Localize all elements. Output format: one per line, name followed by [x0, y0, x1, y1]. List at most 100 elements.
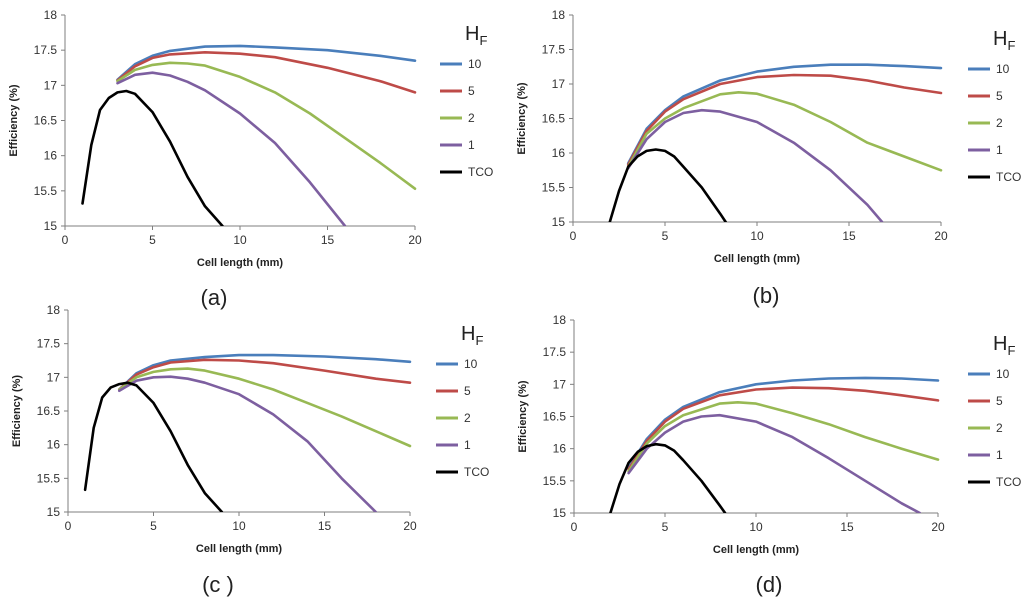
series-line-2	[626, 91, 943, 172]
y-axis-title: Efficiency (%)	[517, 380, 529, 452]
series-line-tco	[608, 148, 727, 222]
y-tick-label: 15	[552, 215, 566, 229]
legend-label-1: 1	[468, 138, 475, 152]
series-line-5	[118, 358, 412, 391]
x-tick-label: 20	[408, 233, 422, 247]
y-tick-label: 15.5	[37, 471, 61, 485]
panel-caption: (c )	[202, 572, 234, 597]
x-tick-label: 20	[931, 520, 945, 534]
legend-label-5: 5	[996, 394, 1003, 408]
legend-label-tco: TCO	[996, 170, 1021, 184]
y-tick-label: 15	[553, 506, 567, 520]
series-line-tco	[81, 89, 224, 226]
y-tick-label: 16.5	[37, 404, 61, 418]
legend-title: HF	[461, 323, 483, 348]
series-line-tco	[83, 381, 224, 512]
series-line-5	[116, 51, 417, 94]
y-tick-label: 18	[553, 313, 567, 327]
y-tick-label: 15	[47, 505, 61, 519]
y-tick-label: 17.5	[37, 337, 61, 351]
legend-label-tco: TCO	[468, 165, 493, 179]
legend-label-1: 1	[464, 438, 471, 452]
y-tick-label: 15.5	[543, 474, 567, 488]
x-axis-title: Cell length (mm)	[713, 544, 800, 556]
panel-caption: (b)	[753, 283, 780, 308]
legend-label-5: 5	[464, 384, 471, 398]
x-tick-label: 0	[65, 519, 72, 533]
y-axis-title: Efficiency (%)	[8, 84, 20, 156]
y-tick-label: 17	[553, 377, 567, 391]
legend-label-5: 5	[996, 89, 1003, 103]
x-tick-label: 10	[232, 519, 246, 533]
y-tick-label: 15	[44, 219, 58, 233]
x-tick-label: 5	[150, 519, 157, 533]
legend: HF 10 5 2 1 TCO	[440, 23, 493, 179]
y-tick-label: 15.5	[34, 184, 58, 198]
series-line-10	[118, 353, 412, 391]
x-tick-label: 0	[570, 229, 577, 243]
series-line-5	[626, 73, 943, 166]
y-tick-label: 16.5	[542, 112, 566, 126]
legend-label-10: 10	[996, 367, 1010, 381]
y-tick-label: 16	[47, 438, 61, 452]
y-tick-label: 17	[47, 370, 61, 384]
legend-label-10: 10	[996, 62, 1010, 76]
series-line-5	[627, 386, 940, 471]
legend: HF 10 5 2 1 TCO	[968, 333, 1021, 489]
y-tick-label: 17.5	[543, 345, 567, 359]
y-tick-label: 15.5	[542, 181, 566, 195]
y-tick-label: 18	[44, 8, 58, 22]
x-axis-title: Cell length (mm)	[714, 253, 801, 265]
y-tick-label: 17	[44, 78, 58, 92]
legend-title: HF	[993, 28, 1015, 53]
series-line-tco	[609, 442, 727, 513]
series-line-1	[627, 413, 922, 513]
x-axis-title: Cell length (mm)	[196, 543, 283, 555]
x-tick-label: 5	[662, 520, 669, 534]
x-axis-title: Cell length (mm)	[197, 257, 284, 269]
series-line-1	[116, 71, 347, 226]
legend-label-5: 5	[468, 84, 475, 98]
y-tick-label: 17	[552, 77, 566, 91]
y-tick-label: 16.5	[543, 410, 567, 424]
series-line-2	[627, 401, 940, 473]
y-axis-title: Efficiency (%)	[11, 375, 23, 447]
y-axis-title: Efficiency (%)	[516, 82, 528, 154]
series-line-1	[626, 108, 884, 222]
panel-caption: (d)	[756, 572, 783, 597]
legend-title: HF	[465, 23, 487, 48]
x-tick-label: 15	[842, 229, 856, 243]
x-tick-label: 20	[934, 229, 948, 243]
legend-label-2: 2	[468, 111, 475, 125]
legend-label-10: 10	[464, 357, 478, 371]
x-tick-label: 5	[662, 229, 669, 243]
x-tick-label: 10	[750, 229, 764, 243]
y-tick-label: 18	[47, 303, 61, 317]
x-tick-label: 0	[571, 520, 578, 534]
x-tick-label: 15	[321, 233, 335, 247]
legend-label-10: 10	[468, 57, 482, 71]
legend-label-1: 1	[996, 143, 1003, 157]
x-tick-label: 5	[149, 233, 156, 247]
y-tick-label: 16	[44, 149, 58, 163]
legend-label-2: 2	[996, 421, 1003, 435]
series-line-10	[116, 44, 417, 81]
legend-label-tco: TCO	[464, 465, 489, 479]
x-tick-label: 10	[233, 233, 247, 247]
y-tick-label: 17.5	[542, 43, 566, 57]
x-tick-label: 15	[840, 520, 854, 534]
y-tick-label: 16	[553, 442, 567, 456]
y-tick-label: 16.5	[34, 114, 58, 128]
y-tick-label: 17.5	[34, 43, 58, 57]
legend-label-1: 1	[996, 448, 1003, 462]
x-tick-label: 0	[62, 233, 69, 247]
legend-label-2: 2	[464, 411, 471, 425]
legend-label-tco: TCO	[996, 475, 1021, 489]
legend-label-2: 2	[996, 116, 1003, 130]
series-line-1	[118, 375, 378, 512]
